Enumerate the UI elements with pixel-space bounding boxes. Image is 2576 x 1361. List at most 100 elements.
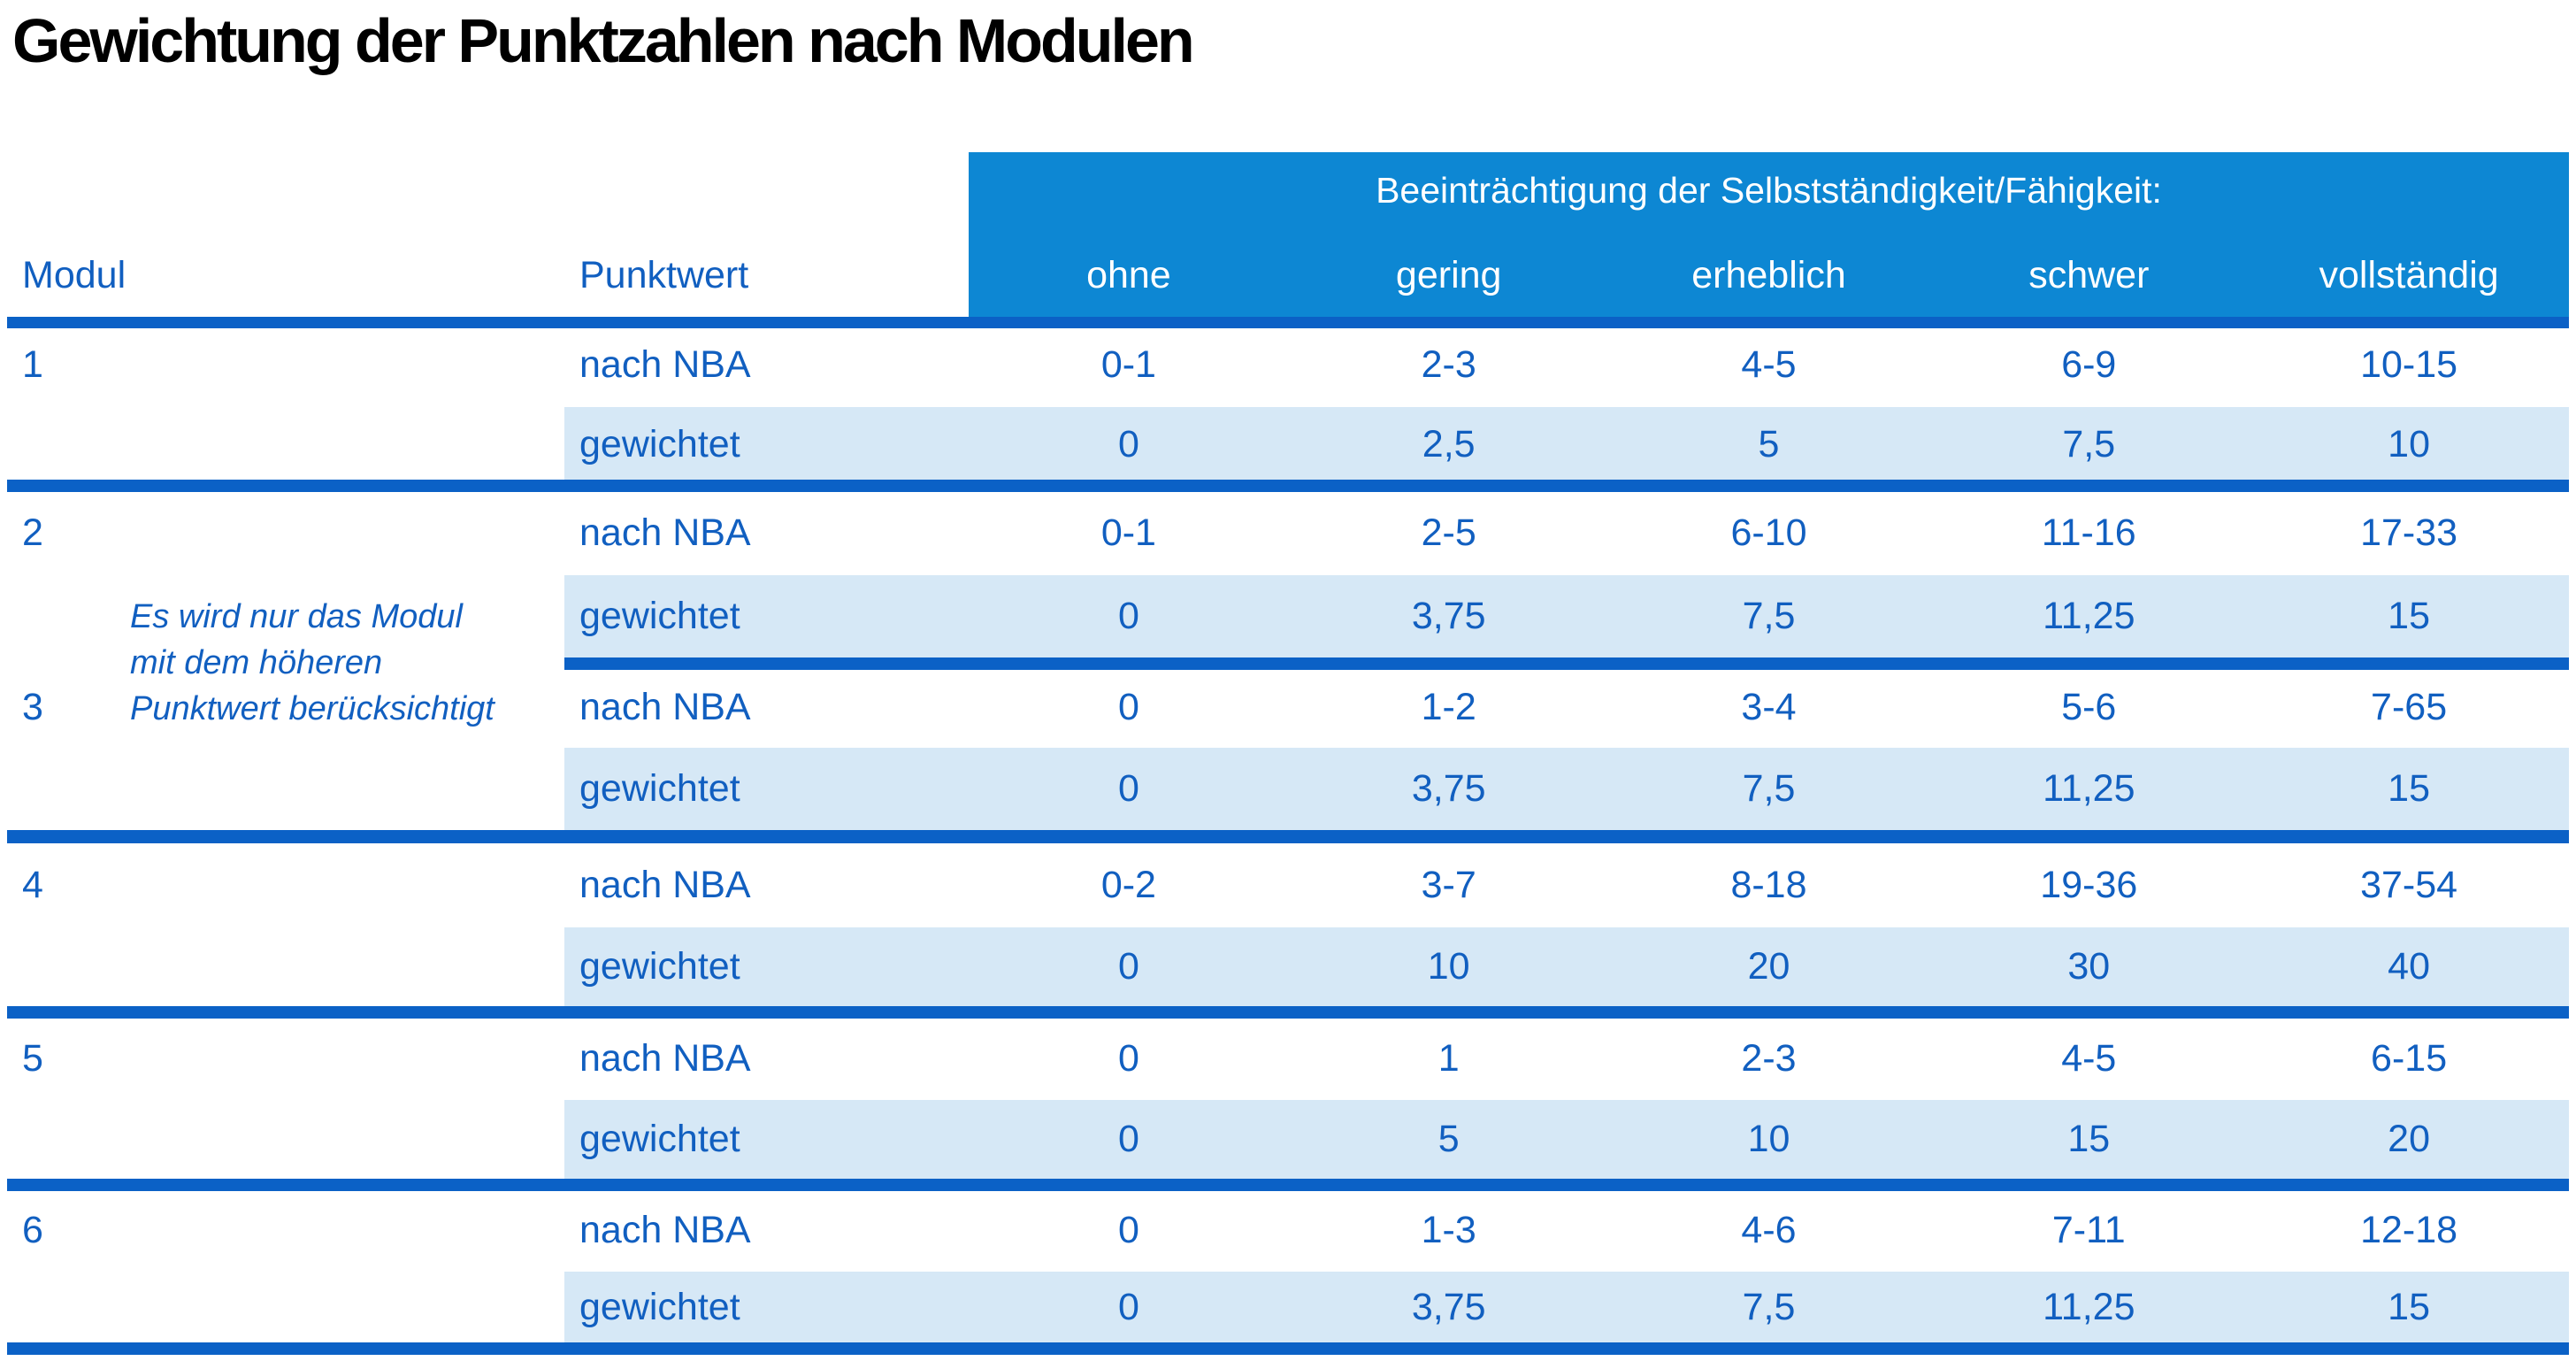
row-label-weighted: gewichtet xyxy=(579,1286,740,1328)
value-cell: 8-18 xyxy=(1730,864,1807,906)
severity-header-vollstaendig: vollständig xyxy=(2319,254,2499,296)
module-number-1: 1 xyxy=(22,343,43,386)
value-cell: 3-4 xyxy=(1741,686,1797,728)
value-cell: 7,5 xyxy=(1742,767,1796,810)
value-cell: 0-2 xyxy=(1100,864,1156,906)
value-cell: 11,25 xyxy=(2043,595,2135,637)
value-cell: 4-5 xyxy=(2061,1037,2117,1080)
value-cell: 5-6 xyxy=(2061,686,2117,728)
weighted-band-module-3 xyxy=(564,748,2569,830)
value-cell: 2-3 xyxy=(1741,1037,1797,1080)
module-number-4: 4 xyxy=(22,864,43,906)
value-cell: 0 xyxy=(1117,1118,1139,1160)
row-label-weighted: gewichtet xyxy=(579,595,740,637)
table-row-module-2-nba: nach NBA 0-1 2-5 6-10 11-16 17-33 xyxy=(0,507,2576,558)
header-divider-rule xyxy=(7,317,2569,328)
value-cell: 6-9 xyxy=(2061,343,2117,386)
value-cell: 2-5 xyxy=(1421,511,1476,554)
module-number-6: 6 xyxy=(22,1209,43,1251)
severity-band-title: Beeinträchtigung der Selbstständigkeit/F… xyxy=(1376,169,2162,211)
value-cell: 19-36 xyxy=(2040,864,2138,906)
value-cell: 0 xyxy=(1117,767,1139,810)
table-row-module-6-weighted: gewichtet 0 3,75 7,5 11,25 15 xyxy=(0,1281,2576,1333)
value-cell: 3-7 xyxy=(1421,864,1476,906)
value-cell: 0 xyxy=(1117,686,1139,728)
table-row-module-1-nba: nach NBA 0-1 2-3 4-5 6-9 10-15 xyxy=(0,339,2576,390)
row-label-nba: nach NBA xyxy=(579,511,751,554)
value-cell: 0-1 xyxy=(1100,511,1156,554)
value-cell: 20 xyxy=(1747,945,1790,988)
value-cell: 4-5 xyxy=(1741,343,1797,386)
note-line-2: mit dem höheren xyxy=(130,644,383,681)
severity-level-headers: ohne gering erheblich schwer vollständig xyxy=(969,250,2569,301)
severity-header-schwer: schwer xyxy=(2028,254,2150,296)
value-cell: 2-3 xyxy=(1421,343,1476,386)
value-cell: 0 xyxy=(1117,945,1139,988)
value-cell: 20 xyxy=(2388,1118,2430,1160)
weighted-band-module-4 xyxy=(564,927,2569,1006)
value-cell: 11-16 xyxy=(2041,511,2136,554)
value-cell: 10-15 xyxy=(2360,343,2458,386)
value-cell: 4-6 xyxy=(1741,1209,1797,1251)
module-number-2: 2 xyxy=(22,511,43,554)
value-cell: 1-3 xyxy=(1421,1209,1476,1251)
value-cell: 40 xyxy=(2388,945,2430,988)
divider-module-3-4 xyxy=(7,830,2569,843)
value-cell: 1 xyxy=(1438,1037,1460,1080)
row-label-nba: nach NBA xyxy=(579,686,751,728)
value-cell: 3,75 xyxy=(1411,1286,1486,1328)
value-cell: 5 xyxy=(1438,1118,1460,1160)
row-label-weighted: gewichtet xyxy=(579,945,740,988)
value-cell: 7-11 xyxy=(2051,1209,2126,1251)
value-cell: 15 xyxy=(2388,767,2430,810)
weighted-band-module-5 xyxy=(564,1100,2569,1179)
note-line-3: Punktwert berücksichtigt xyxy=(130,690,494,727)
weighted-band-module-1 xyxy=(564,407,2569,480)
divider-module-5-6 xyxy=(7,1179,2569,1191)
value-cell: 0 xyxy=(1117,423,1139,465)
value-cell: 0 xyxy=(1117,1037,1139,1080)
value-cell: 3,75 xyxy=(1411,595,1486,637)
value-cell: 2,5 xyxy=(1422,423,1476,465)
value-cell: 7,5 xyxy=(1742,595,1796,637)
value-cell: 6-15 xyxy=(2371,1037,2448,1080)
column-header-punktwert: Punktwert xyxy=(579,254,749,296)
table-row-module-6-nba: nach NBA 0 1-3 4-6 7-11 12-18 xyxy=(0,1204,2576,1256)
divider-module-4-5 xyxy=(7,1006,2569,1019)
module-2-3-note: Es wird nur das Modul mit dem höheren Pu… xyxy=(130,594,494,732)
module-number-3: 3 xyxy=(22,686,43,728)
value-cell: 15 xyxy=(2388,1286,2430,1328)
row-label-nba: nach NBA xyxy=(579,1037,751,1080)
column-header-modul: Modul xyxy=(22,254,126,296)
value-cell: 15 xyxy=(2388,595,2430,637)
table-row-module-3-weighted: gewichtet 0 3,75 7,5 11,25 15 xyxy=(0,763,2576,814)
weighted-band-module-6 xyxy=(564,1272,2569,1342)
value-cell: 0 xyxy=(1117,1209,1139,1251)
value-cell: 10 xyxy=(1747,1118,1790,1160)
value-cell: 10 xyxy=(1427,945,1470,988)
table-row-module-2-weighted: gewichtet 0 3,75 7,5 11,25 15 xyxy=(0,590,2576,642)
table-row-module-5-nba: nach NBA 0 1 2-3 4-5 6-15 xyxy=(0,1033,2576,1084)
divider-module-1-2 xyxy=(7,480,2569,492)
module-number-5: 5 xyxy=(22,1037,43,1080)
table-row-module-5-weighted: gewichtet 0 5 10 15 20 xyxy=(0,1113,2576,1165)
row-label-nba: nach NBA xyxy=(579,343,751,386)
value-cell: 0 xyxy=(1117,1286,1139,1328)
note-line-1: Es wird nur das Modul xyxy=(130,598,463,635)
page-title: Gewichtung der Punktzahlen nach Modulen xyxy=(12,6,1195,75)
value-cell: 7,5 xyxy=(2062,423,2116,465)
value-cell: 0 xyxy=(1117,595,1139,637)
table-bottom-rule xyxy=(7,1342,2569,1355)
severity-header-band xyxy=(969,152,2569,317)
value-cell: 15 xyxy=(2067,1118,2111,1160)
severity-header-erheblich: erheblich xyxy=(1691,254,1846,296)
value-cell: 7,5 xyxy=(1742,1286,1796,1328)
severity-header-gering: gering xyxy=(1395,254,1502,296)
row-label-nba: nach NBA xyxy=(579,1209,751,1251)
row-label-weighted: gewichtet xyxy=(579,423,740,465)
table-row-module-3-nba: nach NBA 0 1-2 3-4 5-6 7-65 xyxy=(0,681,2576,733)
table-row-module-4-weighted: gewichtet 0 10 20 30 40 xyxy=(0,941,2576,992)
value-cell: 12-18 xyxy=(2360,1209,2458,1251)
value-cell: 17-33 xyxy=(2360,511,2458,554)
